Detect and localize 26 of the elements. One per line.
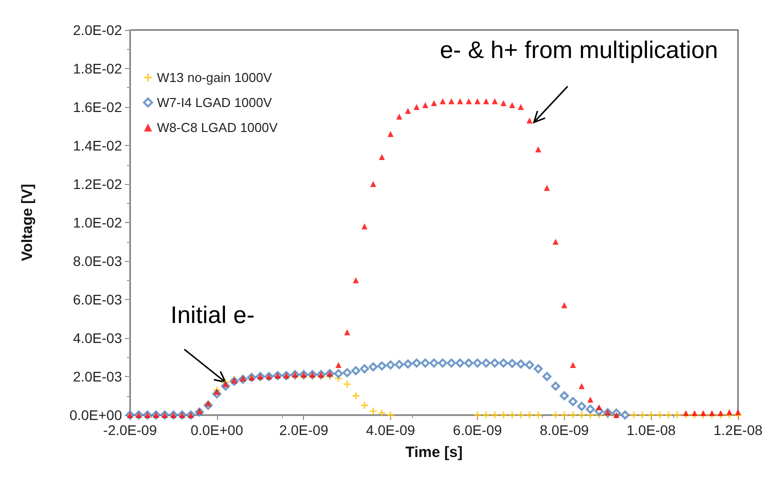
x-tick-label: 6.0E-09 xyxy=(452,422,502,438)
y-tick-label: 6.0E-03 xyxy=(72,292,122,308)
y-tick-label: 1.4E-02 xyxy=(72,138,122,154)
x-tick-label: 4.0E-09 xyxy=(366,422,416,438)
x-tick-label: 2.0E-09 xyxy=(279,422,328,438)
y-tick-label: 4.0E-03 xyxy=(72,330,122,346)
y-tick-label: 1.2E-02 xyxy=(72,176,122,192)
x-tick-label: -2.0E-09 xyxy=(103,422,158,438)
x-tick-label: 8.0E-09 xyxy=(540,422,590,438)
annotation: e- & h+ from multiplication xyxy=(440,36,718,64)
y-axis-title: Voltage [V] xyxy=(19,184,36,262)
y-tick-label: 2.0E-03 xyxy=(72,368,122,384)
x-tick-label: 1.0E-08 xyxy=(626,422,676,438)
x-tick-label: 0.0E+00 xyxy=(190,422,244,438)
annotation: Initial e- xyxy=(170,302,255,329)
x-axis-title: Time [s] xyxy=(405,444,463,461)
y-tick-label: 1.0E-02 xyxy=(72,214,122,230)
legend-label: W7-I4 LGAD 1000V xyxy=(157,95,272,110)
y-tick-label: 0.0E+00 xyxy=(69,407,122,423)
y-tick-label: 1.6E-02 xyxy=(72,99,122,115)
y-tick-label: 8.0E-03 xyxy=(72,253,122,269)
y-tick-label: 1.8E-02 xyxy=(72,60,122,76)
y-tick-label: 2.0E-02 xyxy=(72,22,122,38)
x-tick-label: 1.2E-08 xyxy=(713,422,763,438)
legend-label: W8-C8 LGAD 1000V xyxy=(157,120,278,135)
legend-label: W13 no-gain 1000V xyxy=(157,70,272,85)
